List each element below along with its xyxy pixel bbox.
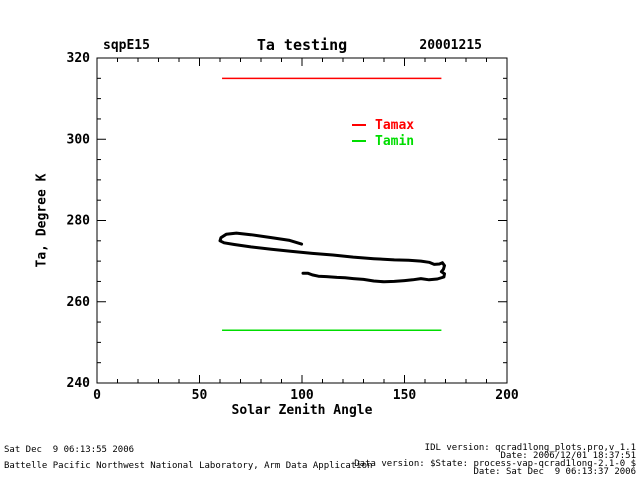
footer-organization: Battelle Pacific Northwest National Labo… (4, 461, 373, 471)
tamin-line-swatch (352, 140, 366, 142)
date-stamp-label: 20001215 (419, 38, 482, 53)
legend-label-tamin: Tamin (375, 133, 415, 149)
axis-ticks (96, 57, 508, 384)
footer-data-version: Data version: $State: process-vap-qcrad1… (354, 459, 636, 469)
x-tick-label: 0 (93, 388, 101, 403)
tamax-line-swatch (352, 124, 366, 126)
legend-item-tamin: Tamin (352, 133, 414, 149)
x-axis-label: Solar Zenith Angle (231, 403, 373, 418)
x-tick-label: 100 (290, 388, 314, 403)
x-tick-label: 50 (192, 388, 208, 403)
footer-plot-date: Date: Sat Dec 9 06:13:37 2006 (473, 467, 636, 477)
axis-tick-labels: 240 260 280 300 320 0 50 100 150 200 (67, 51, 519, 403)
y-tick-label: 240 (67, 376, 91, 391)
footer-idl-date: Date: 2006/12/01 18:37:51 (500, 451, 636, 461)
legend-label-tamax: Tamax (375, 117, 415, 133)
footer-idl-version: IDL version: qcrad1long_plots.pro,v 1.1 (424, 443, 636, 453)
y-tick-label: 260 (67, 295, 91, 310)
plot-frame (96, 57, 508, 384)
legend: Tamax Tamin (352, 117, 414, 149)
y-tick-label: 280 (67, 214, 91, 229)
plot-title: Ta testing (256, 36, 348, 54)
footer-timestamp: Sat Dec 9 06:13:55 2006 (4, 445, 135, 455)
x-tick-label: 200 (495, 388, 519, 403)
y-axis-label: Ta, Degree K (34, 173, 50, 268)
x-tick-label: 150 (393, 388, 417, 403)
y-tick-label: 300 (67, 132, 91, 147)
y-tick-label: 320 (67, 51, 91, 66)
series-ta (218, 231, 446, 284)
legend-item-tamax: Tamax (352, 117, 414, 133)
site-facility-label: sqpE15 (103, 38, 150, 53)
